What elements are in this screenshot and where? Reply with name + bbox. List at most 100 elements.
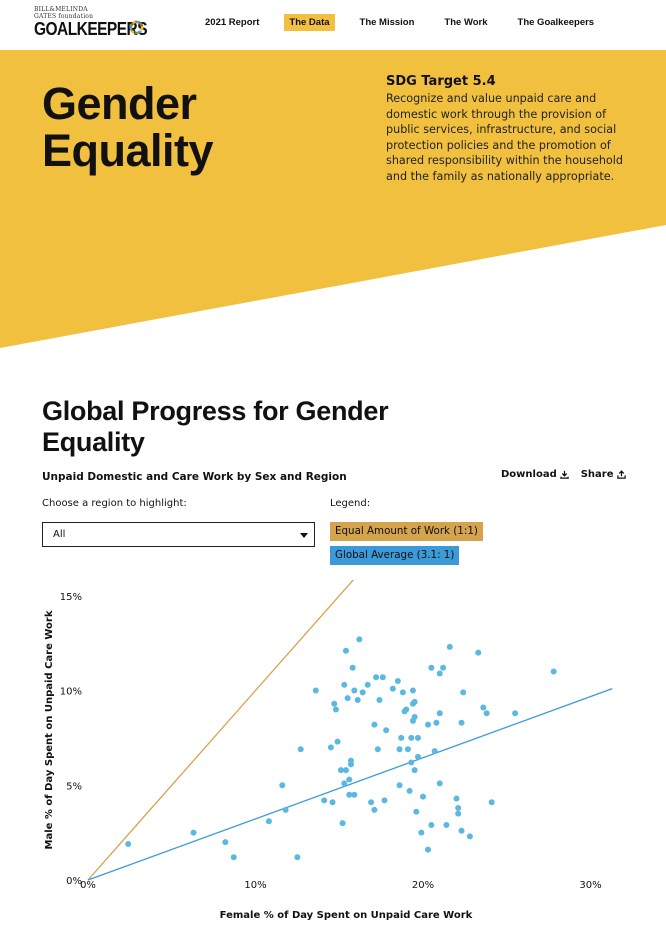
data-point (411, 767, 418, 774)
data-point (334, 738, 341, 745)
data-point (428, 664, 435, 671)
share-icon (616, 470, 626, 479)
legend-global-average: Global Average (3.1: 1) (330, 546, 460, 565)
data-point (294, 854, 301, 861)
data-point (389, 685, 396, 692)
download-button[interactable]: Download (501, 469, 569, 480)
sdg-wheel-icon (129, 20, 144, 35)
data-point (279, 782, 286, 789)
data-point (265, 818, 272, 825)
data-point (436, 780, 443, 787)
goalkeepers-logo[interactable]: BILL&MELINDA GATES foundation GOALKEEPER… (34, 6, 148, 42)
data-point (404, 746, 411, 753)
region-select-value: All (53, 529, 66, 540)
data-point (337, 767, 344, 774)
region-select[interactable]: All (42, 522, 315, 547)
data-point (399, 689, 406, 696)
y-tick-label: 5% (66, 781, 82, 792)
data-point (356, 636, 363, 643)
nav-links: 2021 Report The Data The Mission The Wor… (200, 14, 619, 31)
data-point (371, 806, 378, 813)
data-point (331, 700, 338, 707)
data-point (321, 797, 328, 804)
data-point (190, 829, 197, 836)
section-title: Global Progress for Gender Equality (42, 396, 389, 457)
data-point (458, 719, 465, 726)
sdg-target-description: Recognize and value unpaid care and dome… (386, 92, 623, 183)
data-point (332, 706, 339, 713)
data-point (373, 674, 380, 681)
global-average-line (87, 688, 613, 881)
data-point (394, 678, 401, 685)
data-point (359, 689, 366, 696)
data-point (376, 696, 383, 703)
scatter-chart: 0% 5% 10% 15% 0% 10% 20% 30% Female % of Day Spe… (44, 580, 613, 921)
data-point (341, 780, 348, 787)
y-tick-label: 0% (66, 876, 82, 887)
data-point (346, 776, 353, 783)
data-point (329, 799, 336, 806)
data-point (475, 649, 482, 656)
data-point (344, 695, 351, 702)
nav-link-2021-report[interactable]: 2021 Report (205, 17, 260, 28)
data-point (282, 806, 289, 813)
x-tick-label: 30% (579, 880, 601, 891)
data-point (398, 734, 405, 741)
data-point (347, 757, 354, 764)
data-point (483, 710, 490, 717)
data-point (428, 822, 435, 829)
data-point (466, 833, 473, 840)
chart-actions: Download Share (501, 469, 626, 480)
data-point (436, 710, 443, 717)
data-point (413, 808, 420, 815)
chart-subtitle: Unpaid Domestic and Care Work by Sex and… (42, 471, 347, 483)
data-point (364, 681, 371, 688)
data-point (222, 839, 229, 846)
data-point (436, 670, 443, 677)
share-button[interactable]: Share (581, 469, 626, 480)
x-axis-label: Female % of Day Spent on Unpaid Care Wor… (220, 910, 473, 921)
page-title: Gender Equality (42, 80, 342, 174)
y-axis-label: Male % of Day Spent on Unpaid Care Work (44, 610, 55, 849)
data-point (408, 734, 415, 741)
data-point (297, 746, 304, 753)
data-point (458, 827, 465, 834)
data-point (371, 721, 378, 728)
data-point (346, 791, 353, 798)
data-point (431, 748, 438, 755)
data-point (368, 799, 375, 806)
data-point (411, 698, 418, 705)
data-point (383, 727, 390, 734)
nav-link-the-mission[interactable]: The Mission (359, 17, 415, 28)
x-tick-label: 20% (412, 880, 434, 891)
hero-background (0, 50, 666, 348)
data-point (374, 746, 381, 753)
data-point (420, 793, 426, 800)
data-point (125, 840, 132, 847)
nav-link-the-data[interactable]: The Data (284, 14, 335, 31)
y-tick-label: 10% (60, 687, 82, 698)
data-point (409, 687, 416, 694)
data-point (414, 753, 421, 760)
data-point (440, 664, 447, 671)
data-point (455, 810, 462, 817)
data-point (550, 668, 557, 675)
nav-link-the-goalkeepers[interactable]: The Goalkeepers (517, 17, 595, 28)
share-label: Share (580, 469, 614, 480)
data-point (406, 787, 413, 794)
data-point (342, 767, 349, 774)
data-point (351, 687, 358, 694)
data-point (512, 710, 519, 717)
equal-work-line (87, 580, 355, 881)
data-point (327, 744, 334, 751)
data-point (411, 714, 418, 721)
data-point (354, 696, 361, 703)
data-point (480, 704, 487, 711)
data-point (408, 759, 415, 766)
data-point (312, 687, 319, 694)
data-point (339, 820, 346, 827)
goalkeepers-wordmark: GOALKEEPERS (34, 19, 148, 39)
nav-link-the-work[interactable]: The Work (444, 17, 488, 28)
data-point (396, 746, 403, 753)
data-point (455, 804, 462, 811)
